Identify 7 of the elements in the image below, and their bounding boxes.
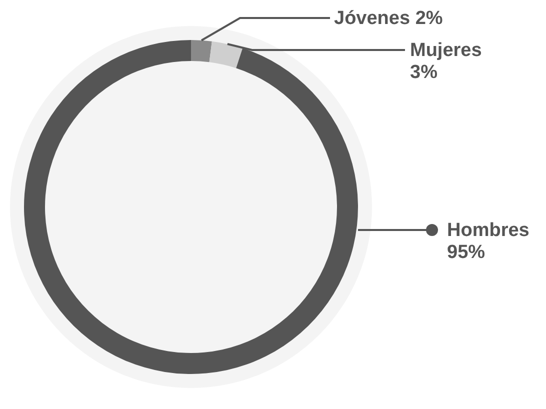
donut-slice (209, 41, 243, 68)
data-label: 3% (410, 62, 438, 83)
slice-label: Mujeres (410, 40, 482, 61)
slice-label: Jóvenes 2% (334, 8, 443, 29)
donut-slice (191, 40, 212, 62)
data-label: 95% (447, 242, 486, 263)
legend-label: Hombres (447, 220, 530, 241)
